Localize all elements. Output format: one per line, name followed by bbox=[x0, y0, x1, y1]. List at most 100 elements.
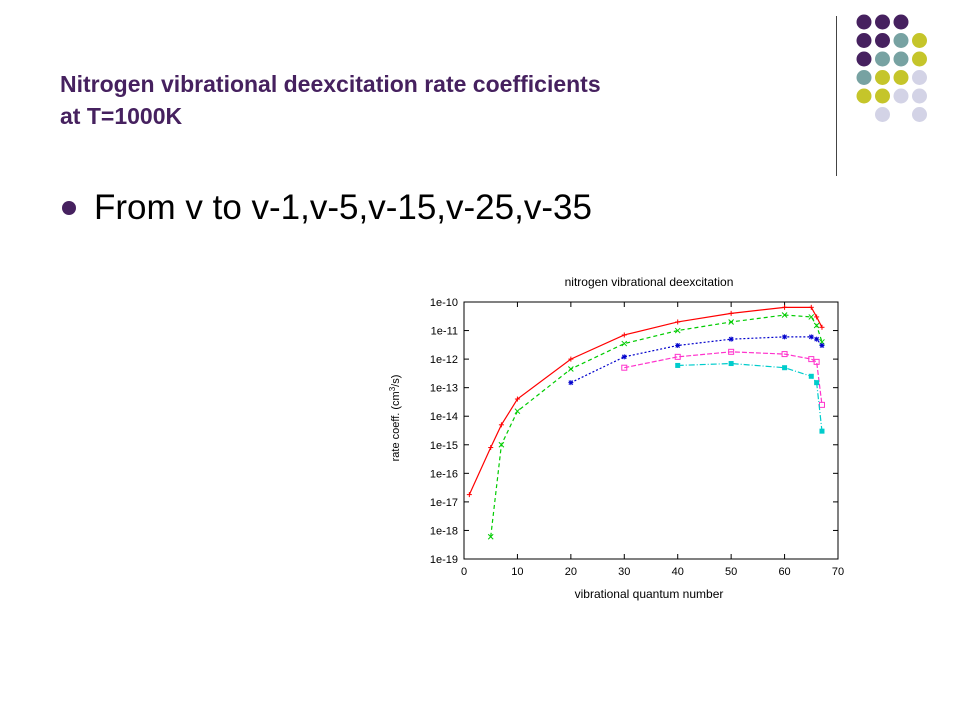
data-point bbox=[814, 336, 820, 342]
data-point bbox=[568, 356, 574, 362]
data-point bbox=[466, 492, 472, 498]
series-line-5 bbox=[677, 362, 823, 432]
data-point bbox=[728, 361, 734, 367]
data-point bbox=[782, 365, 788, 371]
series-line-3 bbox=[570, 336, 823, 384]
data-point bbox=[674, 353, 681, 360]
rate-coefficient-chart: nitrogen vibrational deexcitation vibrat… bbox=[388, 275, 844, 601]
data-point bbox=[808, 334, 814, 340]
data-point bbox=[781, 312, 788, 318]
x-tick-label: 40 bbox=[672, 566, 684, 578]
decor-dot bbox=[875, 14, 890, 30]
data-point bbox=[728, 319, 734, 325]
decor-dot bbox=[856, 14, 872, 30]
slide-title: Nitrogen vibrational deexcitation rate c… bbox=[60, 68, 820, 132]
decor-dot bbox=[912, 88, 927, 104]
decor-dot bbox=[912, 33, 927, 48]
data-point bbox=[514, 408, 521, 415]
data-point bbox=[728, 348, 735, 355]
data-point bbox=[487, 533, 494, 540]
y-tick-label: 1e-15 bbox=[430, 440, 458, 452]
bullet-item: From v to v-1,v-5,v-15,v-25,v-35 bbox=[62, 188, 592, 228]
y-axis-label: rate coeff. (cm3/s) bbox=[388, 375, 402, 462]
x-tick-label: 50 bbox=[725, 566, 737, 578]
x-tick-label: 10 bbox=[511, 566, 523, 578]
series-line-2 bbox=[490, 314, 823, 537]
divider-line bbox=[836, 16, 837, 176]
decor-dot bbox=[912, 107, 927, 122]
decor-dot bbox=[856, 33, 872, 48]
x-tick-label: 60 bbox=[778, 566, 790, 578]
decor-dot bbox=[856, 51, 872, 67]
decor-dot bbox=[912, 70, 927, 85]
y-tick-label: 1e-17 bbox=[430, 497, 458, 509]
x-axis-label: vibrational quantum number bbox=[575, 587, 724, 601]
title-line-1: Nitrogen vibrational deexcitation rate c… bbox=[60, 71, 601, 97]
y-tick-label: 1e-10 bbox=[430, 297, 458, 309]
plot-frame bbox=[463, 301, 839, 560]
data-point bbox=[675, 319, 681, 325]
data-point bbox=[814, 380, 820, 386]
title-line-2: at T=1000K bbox=[60, 103, 183, 129]
series-line-1 bbox=[468, 306, 823, 495]
data-point bbox=[568, 380, 574, 386]
y-axis-label-main: rate coeff. (cm bbox=[390, 391, 402, 461]
data-point bbox=[808, 373, 814, 379]
data-point bbox=[621, 354, 627, 360]
data-point bbox=[819, 342, 825, 348]
decor-dot bbox=[893, 14, 909, 30]
decorative-dot-grid bbox=[856, 14, 927, 122]
data-point bbox=[621, 364, 628, 371]
data-point bbox=[781, 351, 788, 358]
data-point bbox=[728, 310, 734, 316]
data-point bbox=[813, 322, 820, 329]
decor-dot bbox=[875, 33, 890, 48]
decor-dot bbox=[893, 51, 909, 67]
decor-dot bbox=[912, 51, 927, 67]
decor-dot bbox=[856, 88, 872, 104]
decor-dot bbox=[893, 88, 909, 104]
data-point bbox=[488, 445, 494, 451]
y-axis-label-sup: 3 bbox=[388, 386, 397, 391]
y-tick-label: 1e-13 bbox=[430, 383, 458, 395]
bullet-icon bbox=[62, 201, 76, 215]
data-point bbox=[813, 358, 820, 365]
data-point bbox=[674, 327, 681, 334]
plot-area: 0 10 20 30 40 50 60 70 1e-10 1e-11 1e-12 1e-13 1e-14… bbox=[430, 297, 844, 578]
data-point bbox=[675, 362, 681, 368]
data-point bbox=[568, 366, 574, 372]
data-point bbox=[819, 324, 825, 330]
x-tick-label: 70 bbox=[832, 566, 844, 578]
decor-dot bbox=[856, 70, 872, 85]
y-axis-label-end: /s) bbox=[390, 375, 402, 387]
chart-title: nitrogen vibrational deexcitation bbox=[565, 275, 734, 289]
decor-dot bbox=[893, 70, 909, 85]
data-point bbox=[621, 332, 627, 338]
data-point bbox=[782, 334, 788, 340]
data-point bbox=[814, 314, 820, 320]
y-tick-label: 1e-14 bbox=[430, 411, 458, 423]
x-tick-label: 30 bbox=[618, 566, 630, 578]
data-point bbox=[808, 304, 814, 310]
data-point bbox=[675, 342, 681, 348]
y-tick-label: 1e-18 bbox=[430, 525, 458, 537]
y-tick-label: 1e-19 bbox=[430, 554, 458, 566]
data-point bbox=[514, 396, 520, 402]
x-tick-label: 20 bbox=[565, 566, 577, 578]
data-point bbox=[808, 356, 815, 363]
data-point bbox=[498, 441, 505, 448]
decor-dot bbox=[893, 33, 909, 48]
data-point bbox=[808, 314, 815, 320]
y-tick-label: 1e-12 bbox=[430, 354, 458, 366]
bullet-text: From v to v-1,v-5,v-15,v-25,v-35 bbox=[94, 188, 592, 227]
y-tick-label: 1e-16 bbox=[430, 468, 458, 480]
series-line-4 bbox=[624, 351, 823, 405]
decor-dot bbox=[875, 107, 890, 122]
decor-dot bbox=[875, 88, 890, 104]
data-point bbox=[621, 340, 628, 347]
data-point bbox=[728, 336, 734, 342]
decor-dot bbox=[875, 70, 890, 85]
x-tick-label: 0 bbox=[461, 566, 467, 578]
decor-dot bbox=[875, 51, 890, 67]
y-tick-label: 1e-11 bbox=[431, 326, 458, 338]
